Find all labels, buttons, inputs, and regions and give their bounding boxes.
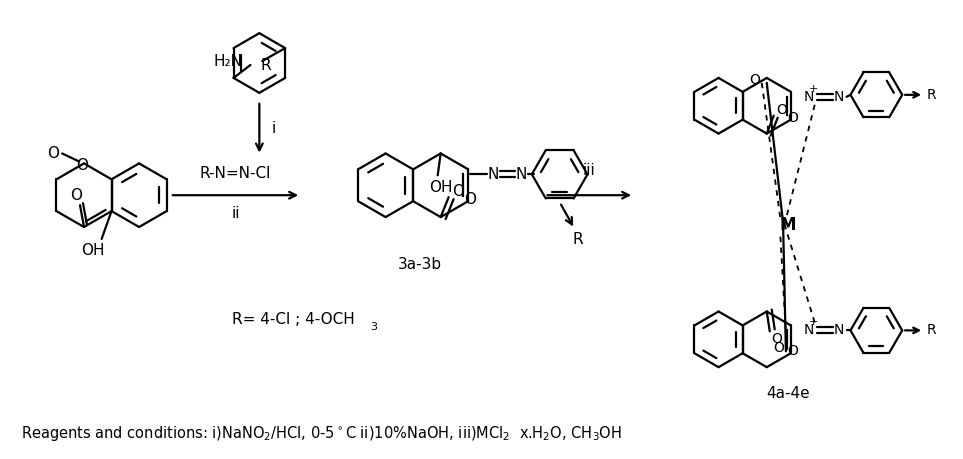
Text: N: N (833, 90, 844, 104)
Text: 4a-4e: 4a-4e (767, 386, 810, 402)
Text: O: O (70, 188, 82, 203)
Text: M: M (780, 216, 796, 234)
Text: 3a-3b: 3a-3b (399, 257, 442, 272)
Text: R: R (926, 324, 936, 337)
Text: OH: OH (429, 180, 453, 195)
Text: O: O (47, 146, 59, 161)
Text: O: O (773, 341, 785, 355)
Text: ii: ii (231, 206, 240, 221)
Text: O: O (788, 111, 798, 125)
Text: iii: iii (583, 163, 596, 178)
Text: R: R (926, 88, 936, 102)
Text: H₂N: H₂N (214, 54, 243, 68)
Text: N: N (803, 90, 814, 104)
Text: O: O (453, 184, 464, 199)
Text: i: i (272, 121, 275, 135)
Text: O: O (776, 103, 787, 117)
Text: R-N=N-Cl: R-N=N-Cl (199, 166, 272, 181)
Text: R: R (260, 57, 271, 73)
Text: +: + (809, 318, 819, 327)
Text: O: O (76, 158, 88, 173)
Text: N: N (515, 167, 527, 182)
Text: N: N (833, 324, 844, 337)
Text: N: N (487, 167, 499, 182)
Text: O: O (771, 332, 782, 347)
Text: R: R (572, 232, 583, 247)
Text: OH: OH (81, 243, 104, 258)
Text: O: O (464, 192, 477, 207)
Text: N: N (803, 324, 814, 337)
Text: R= 4-Cl ; 4-OCH: R= 4-Cl ; 4-OCH (231, 312, 354, 327)
Text: 3: 3 (371, 322, 377, 332)
Text: Reagents and conditions: i)NaNO$_2$/HCl, 0-5$^\circ$C ii)10%NaOH, iii)MCl$_2$  x: Reagents and conditions: i)NaNO$_2$/HCl,… (21, 424, 622, 442)
Text: O: O (788, 344, 798, 358)
Text: +: + (809, 84, 819, 94)
Text: O: O (749, 73, 760, 87)
